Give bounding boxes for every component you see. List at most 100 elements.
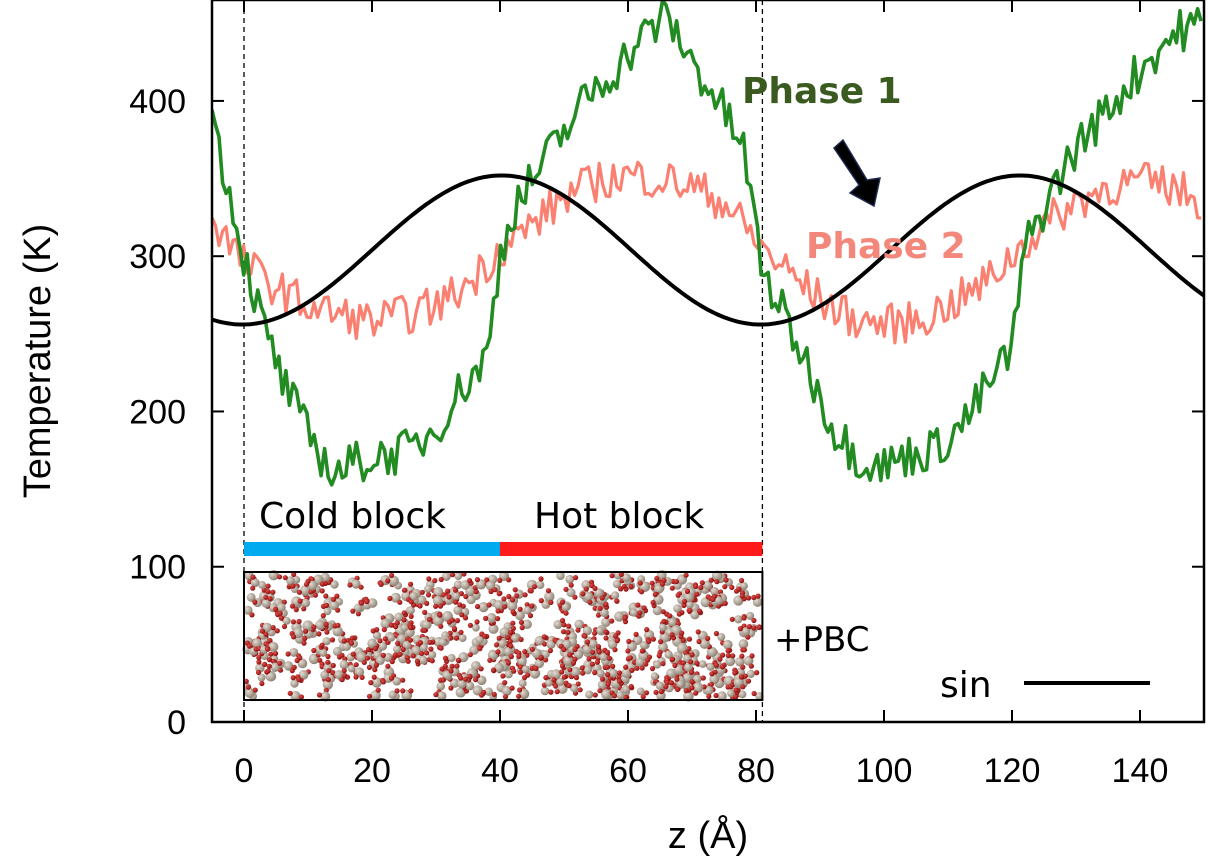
atom-o	[380, 652, 386, 658]
atom-o	[683, 572, 689, 578]
atom-o	[614, 598, 620, 604]
atom-o	[502, 604, 508, 610]
atom-si	[582, 644, 593, 655]
atom-o	[252, 599, 258, 605]
atom-o	[452, 587, 459, 593]
atom-o	[389, 572, 395, 579]
atom-o	[739, 653, 745, 659]
atom-o	[625, 648, 631, 654]
atom-o	[737, 626, 744, 632]
atom-o	[278, 615, 284, 621]
atom-o	[408, 688, 414, 694]
atom-si	[258, 581, 267, 589]
x-tick-label: 40	[481, 752, 519, 790]
atom-o	[467, 673, 473, 680]
atom-si	[521, 665, 530, 674]
atom-o	[643, 690, 650, 696]
atom-o	[437, 603, 444, 609]
atom-si	[243, 605, 253, 615]
atom-o	[364, 655, 370, 661]
atom-o	[385, 663, 391, 669]
atom-si	[488, 623, 499, 634]
atom-o	[639, 648, 645, 654]
atom-o	[605, 681, 611, 687]
atom-o	[477, 646, 483, 652]
atom-o	[543, 657, 549, 663]
atom-o	[600, 676, 606, 682]
atom-o	[563, 610, 569, 616]
atom-si	[286, 576, 295, 585]
atom-si	[283, 661, 294, 671]
atom-o	[350, 651, 356, 657]
atom-o	[603, 629, 609, 635]
atom-o	[323, 593, 329, 599]
atom-o	[566, 623, 572, 629]
atom-o	[696, 638, 702, 645]
atom-o	[617, 678, 623, 684]
atom-si	[475, 635, 484, 644]
atom-o	[675, 592, 681, 598]
atom-o	[277, 610, 283, 616]
atom-o	[259, 628, 266, 634]
atom-si	[583, 665, 593, 675]
atom-o	[382, 636, 388, 642]
atom-o	[529, 603, 535, 609]
atom-o	[637, 610, 643, 616]
atom-o	[592, 670, 598, 676]
atom-o	[387, 595, 393, 602]
atom-o	[742, 673, 748, 679]
atom-o	[710, 596, 716, 603]
x-tick-label: 100	[856, 752, 913, 790]
atom-o	[629, 667, 635, 674]
atom-o	[613, 633, 619, 639]
atom-o	[445, 588, 451, 594]
y-tick-label: 100	[129, 549, 186, 587]
atom-o	[673, 579, 680, 585]
atom-si	[282, 616, 291, 625]
atom-o	[484, 577, 490, 583]
atom-si	[449, 678, 460, 688]
atom-si	[246, 593, 256, 602]
atom-o	[722, 584, 728, 590]
atom-o	[267, 637, 273, 644]
atom-o	[650, 599, 656, 606]
atom-o	[433, 692, 439, 698]
atom-o	[250, 574, 256, 580]
atom-o	[290, 675, 296, 681]
atom-o	[402, 587, 408, 593]
atom-o	[451, 626, 458, 632]
atom-o	[350, 608, 356, 614]
atom-o	[573, 675, 580, 681]
atom-o	[422, 627, 428, 634]
atom-o	[454, 635, 460, 641]
phase1-label: Phase 1	[742, 71, 902, 112]
atom-si	[599, 608, 609, 618]
atom-si	[441, 572, 451, 581]
atom-o	[505, 660, 511, 666]
atom-si	[460, 580, 471, 590]
atom-o	[270, 625, 276, 631]
atom-o	[506, 577, 512, 583]
atom-o	[289, 603, 296, 609]
atom-si	[510, 633, 520, 643]
atom-si	[289, 647, 299, 657]
atom-o	[554, 689, 560, 695]
atom-o	[262, 661, 268, 668]
hot-block-label: Hot block	[534, 496, 704, 537]
atom-o	[592, 585, 598, 592]
atom-si	[478, 601, 489, 613]
legend: sin	[940, 665, 1150, 706]
atom-o	[561, 674, 567, 680]
axis-ticks	[212, 0, 1204, 723]
atom-si	[546, 639, 556, 650]
atom-si	[692, 674, 702, 684]
atom-o	[688, 669, 695, 676]
atom-o	[517, 687, 523, 693]
atom-si	[746, 669, 756, 679]
x-tick-label: 140	[1112, 752, 1169, 790]
atom-o	[323, 621, 329, 628]
atom-si	[507, 600, 518, 611]
atom-o	[354, 575, 360, 581]
atom-si	[453, 605, 463, 615]
atom-o	[586, 656, 592, 662]
